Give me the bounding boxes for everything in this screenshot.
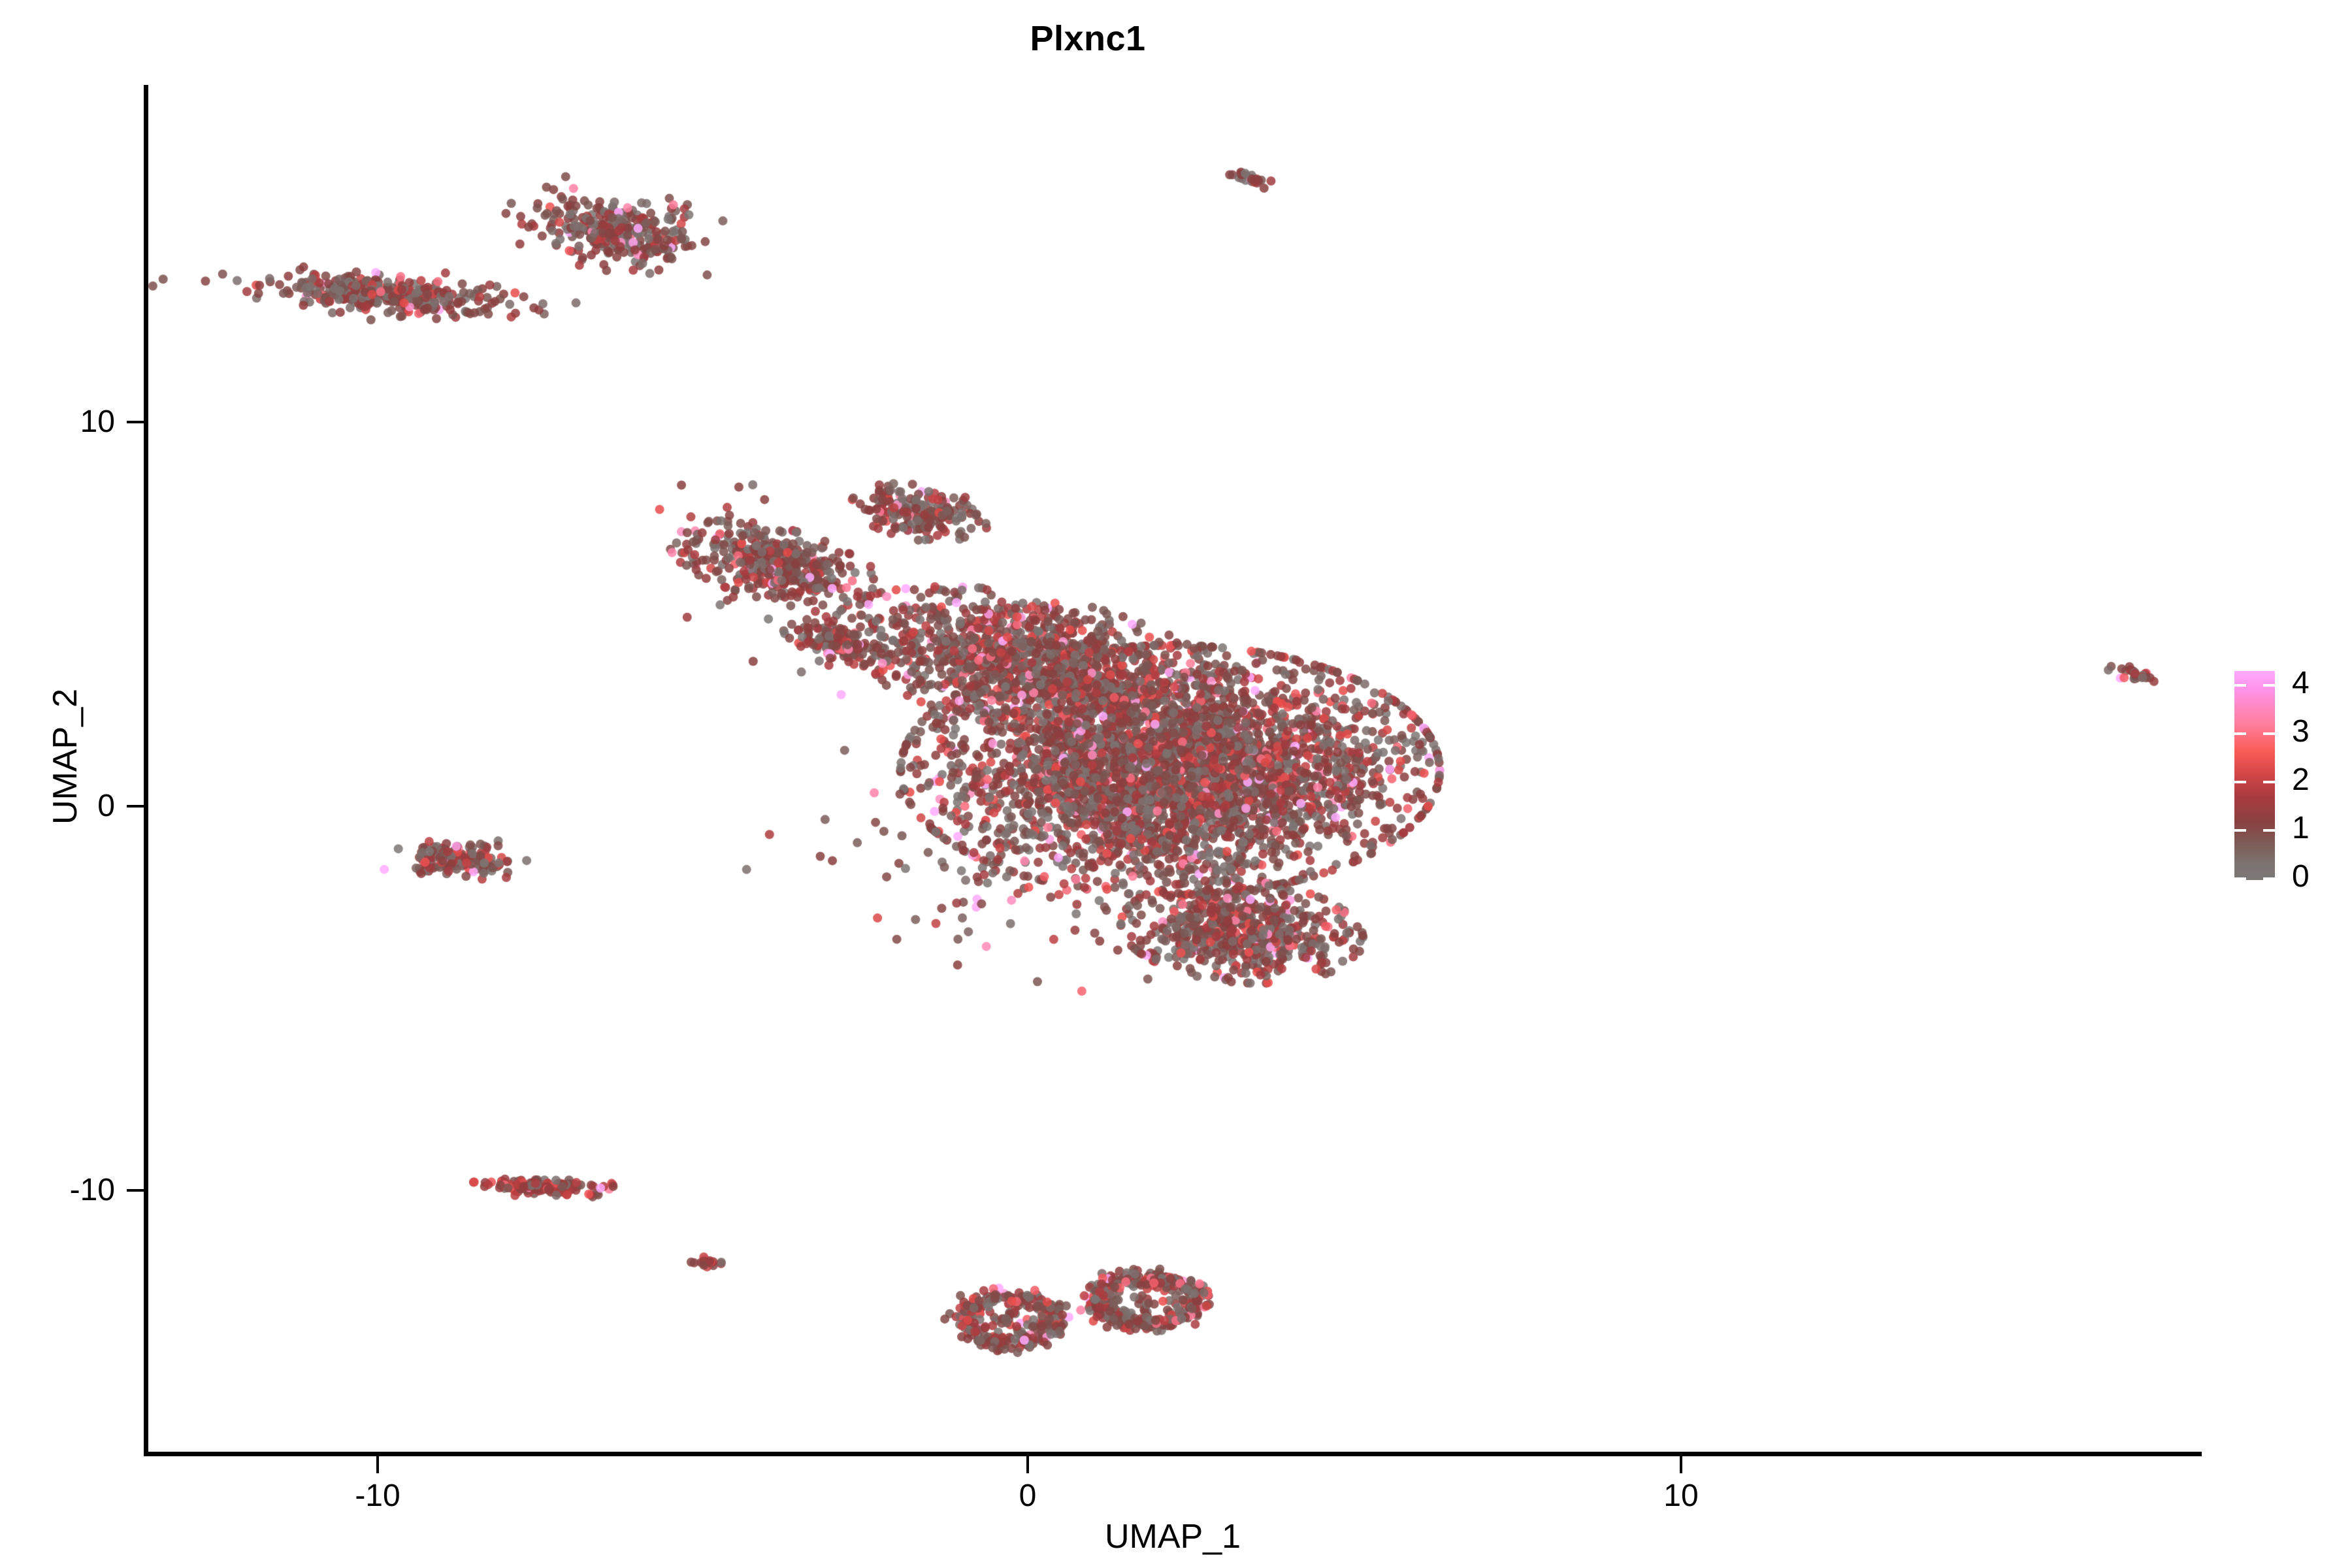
colorbar-label-0: 0 bbox=[2292, 859, 2310, 894]
colorbar-tick-2-left bbox=[2234, 781, 2246, 783]
y-tick-mark-10 bbox=[127, 421, 144, 423]
y-tick-mark-neg10 bbox=[127, 1189, 144, 1192]
colorbar-tick-0-left bbox=[2234, 877, 2246, 880]
y-axis-label: UMAP_2 bbox=[46, 688, 84, 825]
x-tick-mark-10 bbox=[1680, 1456, 1682, 1473]
x-tick-mark-0 bbox=[1026, 1456, 1029, 1473]
colorbar-tick-3-left bbox=[2234, 732, 2246, 735]
colorbar-tick-4-right bbox=[2263, 684, 2275, 687]
colorbar-tick-0-right bbox=[2263, 877, 2275, 880]
colorbar-tick-1-right bbox=[2263, 829, 2275, 832]
y-tick-label-10: 10 bbox=[80, 404, 115, 439]
y-tick-label-0: 0 bbox=[97, 789, 115, 823]
colorbar-tick-1-left bbox=[2234, 829, 2246, 832]
x-tick-label-neg10: -10 bbox=[355, 1478, 400, 1513]
y-axis-line bbox=[144, 85, 148, 1456]
colorbar-gradient bbox=[2234, 671, 2275, 880]
x-axis-label: UMAP_1 bbox=[1104, 1518, 1241, 1556]
colorbar-tick-3-right bbox=[2263, 732, 2275, 735]
y-tick-label-neg10: -10 bbox=[69, 1173, 115, 1207]
page-title: Plxnc1 bbox=[1030, 19, 1146, 58]
colorbar-tick-2-right bbox=[2263, 781, 2275, 783]
x-tick-mark-neg10 bbox=[376, 1456, 379, 1473]
x-tick-label-10: 10 bbox=[1663, 1478, 1699, 1513]
colorbar-label-2: 2 bbox=[2292, 762, 2310, 797]
colorbar-label-3: 3 bbox=[2292, 714, 2310, 749]
x-axis-line bbox=[144, 1452, 2202, 1456]
colorbar-label-1: 1 bbox=[2292, 811, 2310, 845]
colorbar-label-4: 4 bbox=[2292, 666, 2310, 700]
x-tick-label-0: 0 bbox=[1019, 1478, 1037, 1513]
colorbar-tick-4-left bbox=[2234, 684, 2246, 687]
legend-colorbar: 4 3 2 1 0 bbox=[2234, 666, 2339, 902]
y-tick-mark-0 bbox=[127, 805, 144, 808]
